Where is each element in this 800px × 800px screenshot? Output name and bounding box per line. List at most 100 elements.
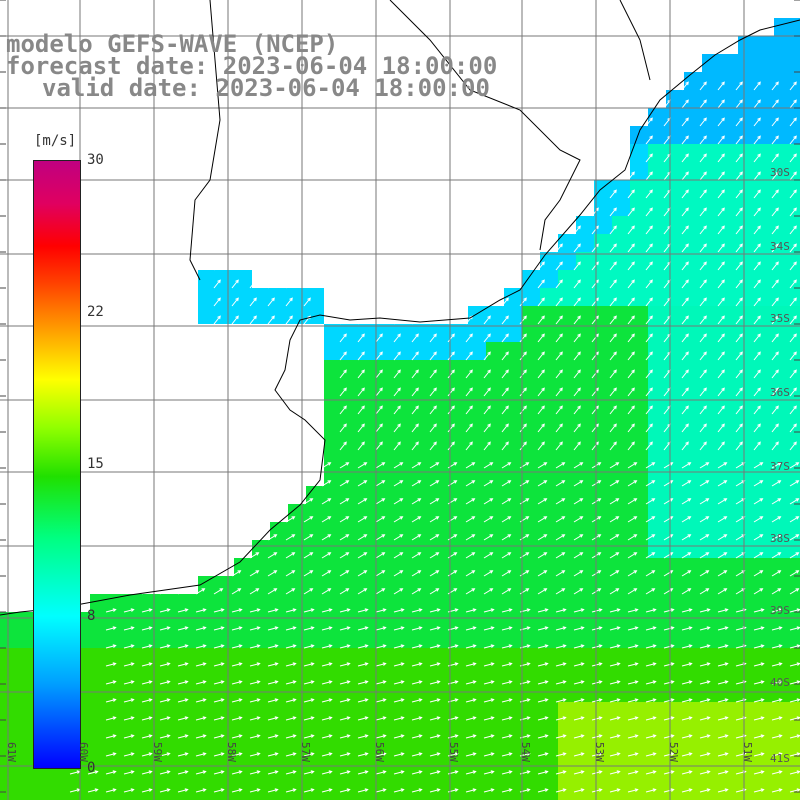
field-cell (540, 720, 558, 738)
wind-arrow-head (652, 626, 657, 630)
field-cell (522, 342, 540, 360)
wind-arrow (717, 753, 728, 757)
field-cell (630, 198, 648, 216)
wind-arrow-head (471, 552, 476, 556)
wind-arrow (123, 789, 134, 793)
wind-arrow-head (148, 734, 153, 738)
field-cell (486, 360, 504, 378)
wind-arrow-head (201, 588, 206, 592)
field-cell (468, 756, 486, 774)
field-cell (486, 648, 504, 666)
wind-arrow (357, 789, 368, 793)
field-cell (450, 324, 468, 342)
wind-arrow-head (670, 608, 675, 612)
wind-arrow-head (703, 207, 707, 212)
wind-arrow-head (363, 498, 368, 502)
wind-arrow (519, 552, 529, 559)
field-cell (180, 720, 198, 738)
wind-arrow (699, 225, 707, 235)
wind-arrow (699, 663, 710, 667)
wind-arrow (717, 534, 727, 541)
wind-arrow-head (454, 680, 459, 684)
field-cell (72, 792, 90, 800)
wind-arrow-head (310, 734, 315, 738)
wind-arrow-head (418, 716, 423, 720)
field-cell (126, 684, 144, 702)
wind-arrow-head (721, 225, 725, 230)
wind-arrow (447, 405, 455, 415)
field-cell (612, 288, 630, 306)
wind-arrow-head (616, 662, 621, 666)
field-cell (468, 612, 486, 630)
wind-arrow-head (469, 423, 473, 428)
wind-arrow (303, 297, 311, 307)
wind-arrow (213, 261, 221, 271)
wind-vectors (69, 81, 800, 793)
wind-arrow-head (202, 734, 207, 738)
wind-arrow (681, 261, 689, 271)
wind-arrow-head (397, 423, 401, 428)
field-cell (738, 54, 756, 72)
wind-arrow-head (148, 716, 153, 720)
field-cell (792, 342, 800, 360)
wind-arrow-head (147, 588, 152, 592)
wind-arrow (753, 645, 764, 649)
wind-arrow (447, 552, 457, 559)
field-cell (504, 432, 522, 450)
field-cell (216, 270, 234, 288)
wind-arrow (555, 609, 566, 613)
wind-arrow (375, 462, 385, 469)
wind-arrow-head (379, 333, 383, 338)
wind-arrow-head (184, 644, 189, 648)
wind-arrow-head (361, 369, 365, 374)
wind-arrow (429, 462, 439, 469)
wind-arrow (573, 645, 584, 649)
wind-arrow (519, 387, 527, 397)
wind-arrow (663, 699, 674, 703)
wind-arrow-head (417, 534, 422, 538)
wind-arrow-head (417, 570, 422, 574)
wind-arrow-head (562, 788, 567, 792)
wind-arrow (609, 315, 617, 325)
wind-arrow (573, 462, 583, 469)
field-cell (738, 756, 756, 774)
wind-arrow (393, 753, 404, 757)
wind-arrow-head (364, 626, 369, 630)
wind-arrow (105, 609, 116, 613)
field-cell (702, 648, 720, 666)
field-cell (702, 378, 720, 396)
wind-arrow (591, 735, 602, 739)
wind-arrow (339, 462, 349, 469)
wind-arrow (393, 645, 404, 649)
wind-arrow-head (562, 644, 567, 648)
wind-arrow (753, 534, 763, 541)
wind-arrow-head (523, 387, 527, 392)
wind-arrow-head (793, 225, 797, 230)
field-cell (558, 720, 576, 738)
wind-arrow (483, 516, 493, 523)
field-cell (468, 774, 486, 792)
wind-arrow-head (148, 644, 153, 648)
wind-arrow (771, 534, 781, 541)
wind-arrow-head (793, 189, 797, 194)
wind-arrow (213, 645, 224, 649)
wind-arrow-head (721, 135, 725, 140)
wind-arrow (609, 570, 619, 577)
wind-arrow-head (382, 698, 387, 702)
field-cell (198, 666, 216, 684)
wind-arrow (627, 627, 638, 631)
wind-arrow (213, 609, 224, 613)
field-cell (36, 774, 54, 792)
wind-arrow (627, 609, 638, 613)
field-cell (360, 342, 378, 360)
field-cell (684, 270, 702, 288)
wind-arrow-head (757, 243, 761, 248)
wind-arrow-head (739, 225, 743, 230)
wind-arrow-head (487, 351, 491, 356)
wind-arrow (717, 315, 725, 325)
wind-arrow (645, 480, 655, 487)
wind-arrow (303, 645, 314, 649)
wind-arrow-head (436, 626, 441, 630)
wind-arrow-head (579, 534, 584, 538)
wind-arrow (339, 315, 347, 325)
